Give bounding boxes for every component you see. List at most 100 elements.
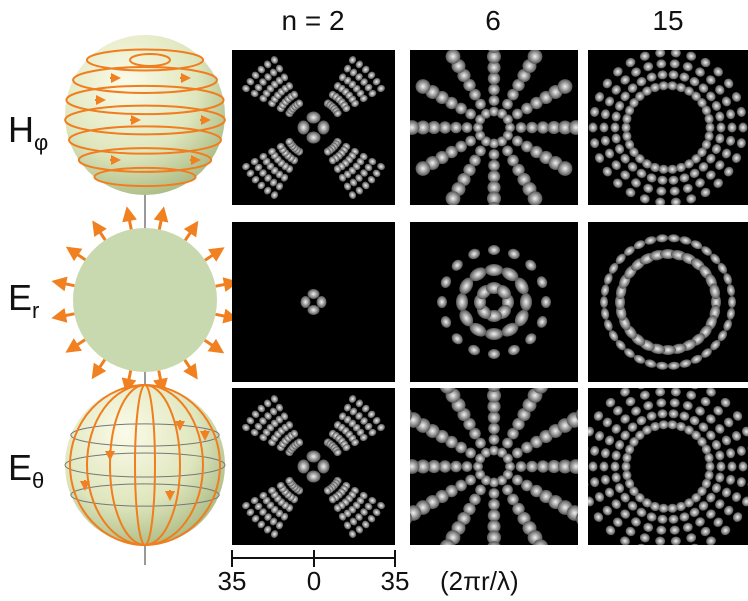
intensity-lobe	[488, 245, 500, 255]
intensity-lobe	[622, 123, 631, 133]
intensity-lobe	[717, 123, 726, 133]
field-panel	[382, 354, 606, 578]
intensity-lobe	[450, 461, 462, 473]
row-subscript: φ	[34, 130, 48, 155]
intensity-lobe	[516, 461, 527, 472]
row-label: Eθ	[8, 447, 44, 493]
sphere	[73, 228, 217, 372]
figure: n = 2 6 15 Hφ Er Eθ 35 0 35 (2πr/λ)	[0, 0, 748, 601]
intensity-lobe	[439, 460, 451, 472]
intensity-lobe	[486, 552, 502, 568]
intensity-lobe	[578, 462, 587, 472]
sphere-e-r	[59, 214, 232, 387]
field-arrow	[72, 251, 85, 260]
field-arrow	[59, 314, 75, 317]
column-label: 15	[652, 5, 683, 36]
intensity-lobe	[672, 547, 683, 557]
intensity-lobe	[600, 462, 609, 472]
intensity-lobe	[537, 121, 549, 133]
scale-bar	[232, 550, 395, 567]
intensity-lobe	[535, 545, 557, 567]
intensity-lobe	[298, 121, 310, 135]
intensity-lobe	[393, 459, 409, 475]
field-arrow	[185, 360, 194, 373]
intensity-lobe	[487, 541, 502, 556]
scale-tick: 35	[218, 566, 247, 596]
field-panel	[578, 376, 748, 557]
intensity-lobe	[516, 122, 527, 133]
intensity-lobe	[489, 95, 500, 106]
field-arrow	[216, 283, 232, 286]
scale-tick: 35	[381, 566, 410, 596]
intensity-lobe	[569, 459, 584, 474]
intensity-lobe	[578, 479, 589, 491]
field-arrow	[128, 371, 131, 387]
field-arrow	[159, 214, 162, 230]
field-arrow	[96, 227, 105, 240]
sphere	[65, 385, 225, 545]
row-symbol: E	[8, 447, 32, 488]
scale-tick: 0	[307, 566, 321, 596]
intensity-lobe	[488, 84, 500, 96]
panel-bg	[588, 222, 748, 382]
intensity-lobe	[489, 488, 500, 499]
intensity-lobe	[706, 123, 715, 133]
intensity-lobe	[728, 462, 737, 472]
intensity-lobe	[589, 462, 598, 472]
field-arrow	[128, 214, 131, 230]
field-panel	[232, 388, 395, 545]
intensity-lobe	[307, 132, 321, 144]
intensity-lobe	[739, 123, 748, 133]
intensity-lobe	[488, 349, 500, 359]
intensity-lobe	[739, 462, 748, 472]
field-arrow	[72, 340, 85, 349]
intensity-lobe	[600, 123, 609, 133]
field-arrow	[159, 371, 162, 387]
intensity-lobe	[611, 462, 620, 472]
field-panel	[410, 222, 578, 382]
intensity-lobe	[488, 160, 500, 172]
intensity-lobe	[405, 459, 420, 474]
intensity-lobe	[611, 123, 620, 133]
intensity-lobe	[526, 122, 538, 134]
intensity-lobe	[489, 434, 500, 445]
intensity-lobe	[717, 462, 726, 472]
row-label: Hφ	[8, 109, 48, 155]
intensity-lobe	[589, 123, 598, 133]
sphere-e-theta	[65, 385, 225, 545]
column-label: 6	[485, 5, 501, 36]
scale-unit: (2πr/λ)	[440, 566, 519, 596]
field-arrow	[216, 314, 232, 317]
intensity-lobe	[728, 296, 736, 308]
intensity-lobe	[488, 72, 500, 84]
field-panel	[232, 50, 395, 205]
intensity-lobe	[487, 38, 502, 53]
intensity-lobe	[307, 112, 321, 124]
intensity-lobe	[526, 461, 538, 473]
field-arrow	[59, 283, 75, 286]
intensity-lobe	[488, 423, 500, 435]
field-arrow	[205, 251, 218, 260]
intensity-lobe	[462, 122, 473, 133]
intensity-lobe	[487, 202, 502, 217]
intensity-lobe	[537, 460, 549, 472]
intensity-lobe	[485, 328, 503, 340]
field-arrow	[96, 360, 105, 373]
intensity-lobe	[439, 121, 451, 133]
intensity-lobe	[307, 451, 321, 463]
intensity-lobe	[485, 264, 503, 276]
intensity-lobe	[600, 296, 608, 308]
field-panel	[405, 38, 584, 217]
field-panel	[588, 48, 748, 207]
field-panel	[232, 222, 395, 382]
intensity-lobe	[488, 411, 500, 423]
intensity-lobe	[307, 471, 321, 483]
intensity-lobe	[298, 460, 310, 474]
field-panel	[588, 222, 748, 382]
panel-bg	[232, 222, 395, 382]
intensity-lobe	[654, 547, 665, 557]
intensity-lobe	[578, 443, 589, 455]
intensity-lobe	[437, 296, 447, 308]
intensity-lobe	[318, 460, 330, 474]
intensity-lobe	[541, 296, 551, 308]
